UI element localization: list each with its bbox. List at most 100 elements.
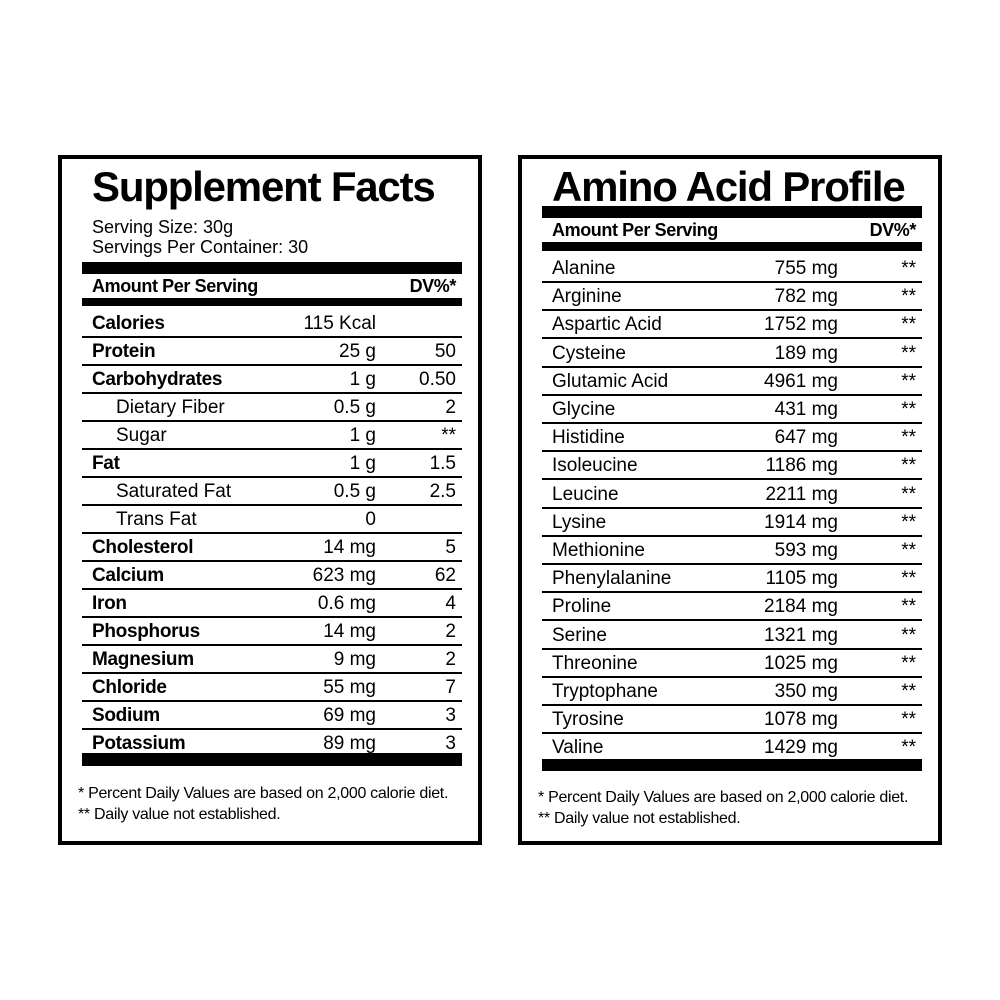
footnote-dv: * Percent Daily Values are based on 2,00… bbox=[538, 789, 909, 806]
nutrient-amount: 189 mg bbox=[774, 342, 838, 364]
table-row: Saturated Fat 0.5 g 2.5 bbox=[82, 478, 462, 506]
nutrient-name: Serine bbox=[552, 624, 607, 646]
nutrient-name: Tryptophane bbox=[552, 681, 658, 702]
nutrient-name: Iron bbox=[92, 593, 127, 614]
nutrient-amount: 1429 mg bbox=[764, 737, 838, 759]
nutrient-amount: 55 mg bbox=[323, 677, 376, 698]
nutrient-dv: ** bbox=[901, 596, 916, 618]
nutrient-dv: ** bbox=[901, 483, 916, 505]
nutrient-amount: 431 mg bbox=[774, 399, 838, 420]
nutrient-name: Alanine bbox=[552, 258, 616, 279]
table-header: Amount Per Serving DV%* bbox=[92, 275, 456, 297]
nutrient-name: Protein bbox=[92, 341, 156, 362]
nutrient-amount: 69 mg bbox=[323, 705, 376, 726]
table-row: Proline 2184 mg ** bbox=[542, 593, 922, 622]
nutrient-name: Proline bbox=[552, 596, 612, 618]
header-amount: Amount Per Serving bbox=[552, 220, 718, 240]
nutrient-amount: 1321 mg bbox=[764, 624, 838, 646]
nutrient-dv: ** bbox=[901, 399, 916, 420]
nutrient-name: Cholesterol bbox=[92, 537, 194, 558]
nutrient-amount: 623 mg bbox=[312, 565, 376, 586]
table-row: Threonine 1025 mg ** bbox=[542, 650, 922, 678]
nutrient-dv: 50 bbox=[434, 341, 456, 362]
nutrient-amount: 14 mg bbox=[323, 621, 376, 642]
nutrient-dv: ** bbox=[901, 709, 916, 731]
supplement-facts-panel: Supplement Facts Serving Size: 30g Servi… bbox=[58, 155, 482, 845]
table-row: Dietary Fiber 0.5 g 2 bbox=[82, 394, 462, 422]
nutrient-amount: 1 g bbox=[349, 425, 376, 446]
table-row: Glutamic Acid 4961 mg ** bbox=[542, 368, 922, 396]
nutrient-name: Arginine bbox=[552, 286, 622, 308]
nutrient-amount: 1078 mg bbox=[764, 709, 838, 731]
nutrient-amount: 0 bbox=[365, 509, 376, 530]
nutrient-dv: 3 bbox=[445, 733, 456, 754]
servings-per-container: Servings Per Container: 30 bbox=[92, 237, 309, 257]
nutrient-name: Histidine bbox=[552, 427, 625, 449]
nutrient-name: Threonine bbox=[552, 652, 638, 674]
nutrient-amount: 350 mg bbox=[774, 681, 838, 702]
table-row: Cholesterol 14 mg 5 bbox=[82, 534, 462, 562]
supplement-facts-title: Supplement Facts bbox=[92, 163, 436, 210]
nutrient-dv: ** bbox=[901, 455, 916, 477]
table-row: Histidine 647 mg ** bbox=[542, 424, 922, 453]
table-row: Methionine 593 mg ** bbox=[542, 537, 922, 565]
table-row: Leucine 2211 mg ** bbox=[542, 481, 922, 509]
amino-acid-profile-panel: Amino Acid Profile Amount Per Serving DV… bbox=[518, 155, 942, 845]
nutrient-dv: 2.5 bbox=[429, 481, 456, 502]
nutrient-dv: ** bbox=[901, 342, 916, 364]
nutrient-name: Sodium bbox=[92, 705, 160, 726]
nutrient-dv: 2 bbox=[445, 397, 456, 418]
nutrient-amount: 9 mg bbox=[333, 649, 376, 670]
nutrient-dv: ** bbox=[901, 258, 916, 279]
nutrient-amount: 1752 mg bbox=[764, 314, 838, 336]
table-row: Alanine 755 mg ** bbox=[542, 255, 922, 283]
nutrient-name: Phosphorus bbox=[92, 621, 200, 642]
table-row: Sugar 1 g ** bbox=[82, 422, 462, 450]
table-row: Calcium 623 mg 62 bbox=[82, 562, 462, 590]
divider-thick bbox=[82, 298, 462, 306]
nutrient-name: Cysteine bbox=[552, 342, 626, 364]
nutrient-amount: 755 mg bbox=[774, 258, 838, 279]
table-row: Serine 1321 mg ** bbox=[542, 622, 922, 650]
nutrient-amount: 0.5 g bbox=[333, 397, 376, 418]
nutrient-name: Methionine bbox=[552, 540, 645, 561]
nutrient-dv: ** bbox=[901, 314, 916, 336]
nutrient-name: Aspartic Acid bbox=[552, 314, 662, 336]
nutrient-dv: ** bbox=[901, 681, 916, 702]
nutrient-name: Glutamic Acid bbox=[552, 370, 669, 392]
nutrient-dv: ** bbox=[901, 286, 916, 308]
serving-size: Serving Size: 30g bbox=[92, 217, 234, 237]
header-dv: DV%* bbox=[409, 276, 457, 296]
table-row: Arginine 782 mg ** bbox=[542, 283, 922, 312]
table-row: Potassium 89 mg 3 bbox=[82, 730, 462, 758]
nutrient-amount: 0.6 mg bbox=[317, 593, 376, 614]
nutrient-amount: 1025 mg bbox=[764, 652, 838, 674]
nutrient-dv: 7 bbox=[445, 677, 456, 698]
nutrient-dv: ** bbox=[901, 737, 916, 759]
nutrient-dv: ** bbox=[901, 511, 916, 533]
table-row: Calories 115 Kcal bbox=[82, 310, 462, 338]
nutrient-amount: 1105 mg bbox=[765, 568, 838, 590]
table-row: Lysine 1914 mg ** bbox=[542, 509, 922, 537]
divider-thick bbox=[82, 262, 462, 274]
footnote-not-established: ** Daily value not established. bbox=[78, 806, 281, 823]
nutrient-dv: 4 bbox=[445, 593, 456, 614]
nutrient-amount: 89 mg bbox=[323, 733, 376, 754]
footnote-not-established: ** Daily value not established. bbox=[538, 810, 741, 827]
table-row: Aspartic Acid 1752 mg ** bbox=[542, 311, 922, 340]
nutrient-dv: 2 bbox=[445, 621, 456, 642]
nutrient-amount: 14 mg bbox=[323, 537, 376, 558]
nutrient-dv: 1.5 bbox=[429, 453, 456, 474]
nutrient-dv: 3 bbox=[445, 705, 456, 726]
nutrient-name: Magnesium bbox=[92, 649, 194, 670]
nutrient-dv: 2 bbox=[445, 649, 456, 670]
nutrient-dv: 0.50 bbox=[419, 369, 456, 390]
nutrient-name: Calories bbox=[92, 313, 165, 334]
table-row: Fat 1 g 1.5 bbox=[82, 450, 462, 478]
table-row: Sodium 69 mg 3 bbox=[82, 702, 462, 730]
nutrient-amount: 1186 mg bbox=[765, 455, 838, 477]
nutrient-name: Glycine bbox=[552, 399, 616, 420]
table-row: Isoleucine 1186 mg ** bbox=[542, 452, 922, 481]
table-row: Tryptophane 350 mg ** bbox=[542, 678, 922, 706]
nutrient-name: Chloride bbox=[92, 677, 167, 698]
